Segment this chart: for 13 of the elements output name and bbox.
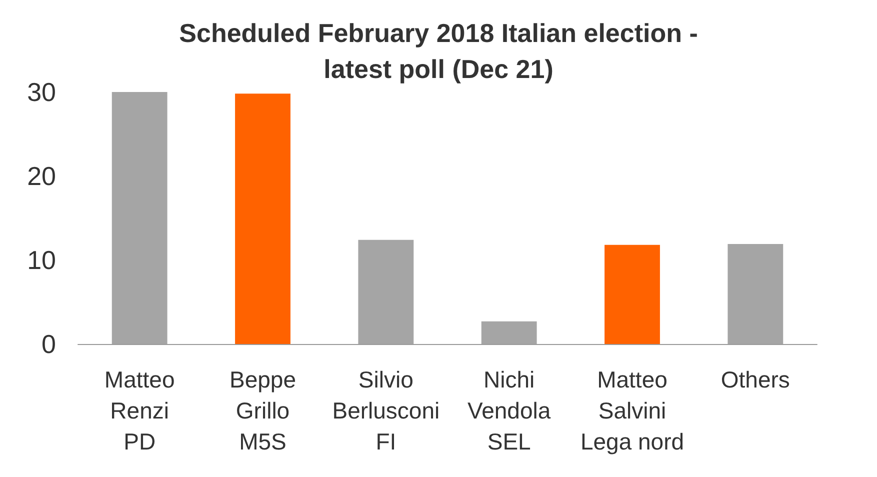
x-tick-label: Beppe Grillo M5S [229, 366, 296, 454]
x-tick-label: Matteo Renzi PD [104, 366, 175, 454]
bar [604, 244, 660, 344]
x-tick-label: Others [720, 366, 790, 392]
x-tick-label: Silvio Berlusconi FI [332, 366, 440, 454]
bar [235, 94, 290, 344]
x-tick-label: Nichi Vendola SEL [468, 366, 551, 454]
x-tick-label: Matteo Salvini Lega nord [580, 366, 684, 454]
y-tick-label: 30 [27, 77, 56, 107]
y-tick-label: 20 [27, 161, 56, 191]
y-tick-label: 10 [27, 245, 56, 275]
chart-title: Scheduled February 2018 Italian election - latest poll (Dec 21) [179, 18, 698, 84]
y-tick-label: 0 [42, 329, 56, 359]
